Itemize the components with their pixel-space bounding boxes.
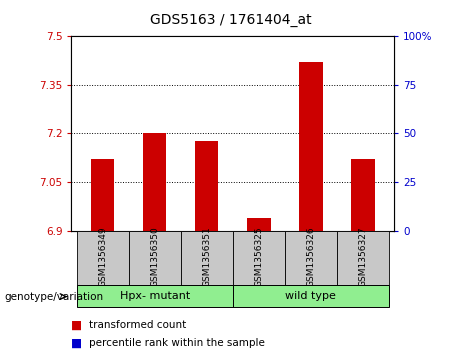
- Text: GSM1356349: GSM1356349: [98, 226, 107, 287]
- Bar: [129, 231, 181, 285]
- Text: wild type: wild type: [285, 291, 337, 301]
- Text: GSM1356327: GSM1356327: [358, 226, 367, 287]
- Bar: [77, 231, 129, 285]
- Text: GSM1356351: GSM1356351: [202, 226, 211, 287]
- Bar: [195, 142, 219, 231]
- Text: GSM1356350: GSM1356350: [150, 226, 159, 287]
- Bar: [337, 231, 389, 285]
- Bar: [233, 231, 285, 285]
- Text: Hpx- mutant: Hpx- mutant: [119, 291, 190, 301]
- Text: GDS5163 / 1761404_at: GDS5163 / 1761404_at: [150, 13, 311, 27]
- Bar: [247, 217, 271, 231]
- Text: GSM1356325: GSM1356325: [254, 226, 263, 287]
- Bar: [143, 133, 166, 231]
- Text: ■: ■: [71, 337, 83, 350]
- Bar: [285, 231, 337, 285]
- Text: transformed count: transformed count: [89, 320, 186, 330]
- Bar: [233, 285, 389, 307]
- Text: GSM1356326: GSM1356326: [307, 226, 315, 287]
- Bar: [351, 159, 375, 231]
- Text: percentile rank within the sample: percentile rank within the sample: [89, 338, 265, 348]
- Bar: [299, 62, 323, 231]
- Bar: [91, 159, 114, 231]
- Bar: [77, 285, 233, 307]
- Text: genotype/variation: genotype/variation: [5, 291, 104, 302]
- Bar: [181, 231, 233, 285]
- Text: ■: ■: [71, 318, 83, 331]
